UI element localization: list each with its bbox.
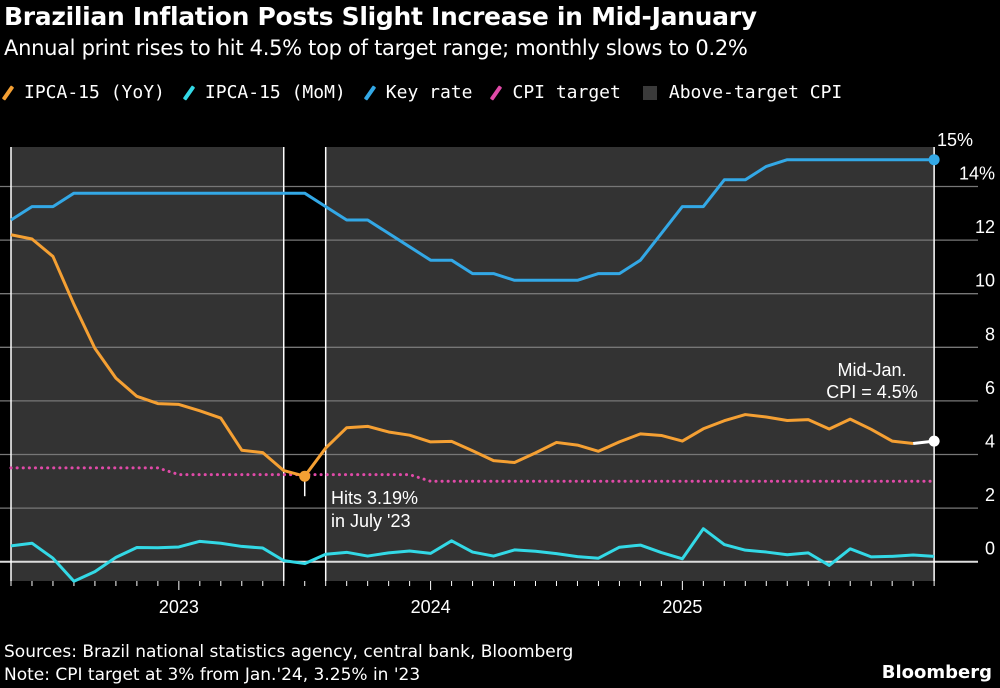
legend-label: Above-target CPI [668, 82, 843, 103]
x-tick-label: 2025 [662, 597, 702, 617]
legend-item-yoy: IPCA-15 (YoY) [1, 82, 165, 103]
y-tick-label: 10 [975, 271, 995, 291]
footnote: Note: CPI target at 3% from Jan.'24, 3.2… [4, 665, 421, 685]
y-tick-label: 4 [985, 432, 995, 452]
low-point-annotation: Hits 3.19% [331, 488, 418, 508]
chart-title: Brazilian Inflation Posts Slight Increas… [4, 2, 757, 31]
sources-note: Sources: Brazil national statistics agen… [4, 642, 574, 662]
y-tick-label: 8 [985, 324, 995, 344]
legend-label: IPCA-15 (MoM) [204, 82, 346, 103]
low-point-annotation: in July '23 [331, 511, 410, 531]
legend-item-mom: IPCA-15 (MoM) [182, 82, 346, 103]
series-line-cpi-target [9, 466, 936, 483]
y-tick-label: 2 [985, 485, 995, 505]
key-rate-latest-point [928, 154, 940, 166]
legend-item-above-target: Above-target CPI [642, 82, 843, 103]
key-rate-end-label: 15% [937, 130, 973, 150]
y-tick-label: 0 [985, 539, 995, 559]
yoy-low-point [299, 470, 311, 482]
series-line-ipca-15-mom- [10, 527, 935, 583]
x-tick-label: 2023 [159, 597, 199, 617]
legend-label: Key rate [385, 82, 473, 103]
y-tick-label: 14% [959, 164, 995, 184]
above-target-shade [11, 147, 284, 581]
series-line-ipca-15-yoy- [10, 233, 914, 478]
x-tick-label: 2024 [411, 597, 451, 617]
series-line-key-rate [10, 158, 935, 282]
yoy-latest-point [928, 435, 940, 447]
chart-subtitle: Annual print rises to hit 4.5% top of ta… [4, 36, 748, 60]
latest-annotation: CPI = 4.5% [826, 382, 918, 402]
bloomberg-logo: Bloomberg [881, 662, 992, 683]
y-tick-label: 6 [985, 378, 995, 398]
y-tick-label: 12 [975, 217, 995, 237]
legend-swatch-above-target [642, 85, 657, 100]
legend: IPCA-15 (YoY) IPCA-15 (MoM) Key rate CPI… [1, 82, 864, 103]
legend-item-key-rate: Key rate [363, 82, 473, 103]
legend-label: IPCA-15 (YoY) [24, 82, 165, 103]
latest-annotation: Mid-Jan. [837, 360, 906, 380]
legend-item-cpi-target: CPI target [490, 82, 621, 103]
legend-label: CPI target [512, 82, 621, 103]
